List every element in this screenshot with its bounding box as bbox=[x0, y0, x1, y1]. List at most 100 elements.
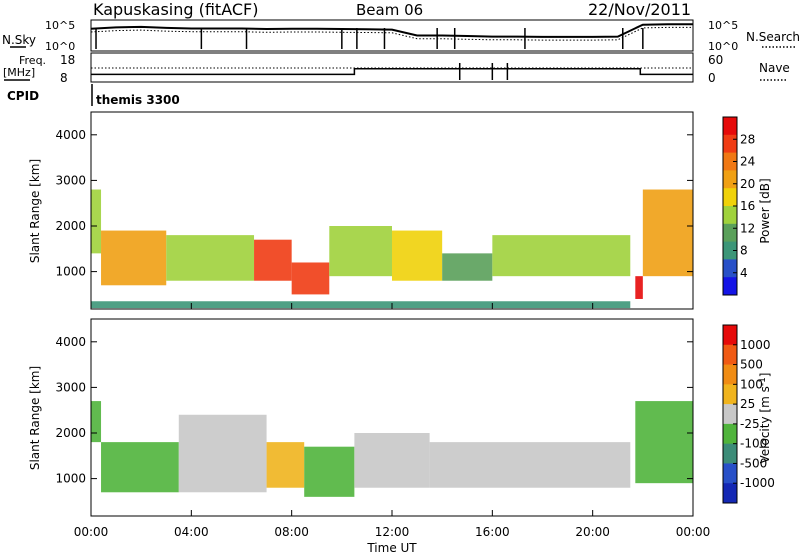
heatmap-region-6 bbox=[392, 230, 443, 281]
sky-left-label: N.Sky bbox=[2, 33, 36, 47]
velocity-cbar-swatch-0 bbox=[723, 325, 737, 346]
heatmap-region-0 bbox=[91, 189, 102, 254]
power-cbar-swatch-3 bbox=[723, 170, 737, 189]
sky-panel-frame bbox=[90, 19, 694, 52]
velocity-colorbar-label: Velocity [m s-1] bbox=[758, 373, 772, 464]
power-panel: 4000 3000 2000 1000 Slant Range [km] 28 24 20… bbox=[28, 111, 772, 310]
time-axis: 00:00 04:00 08:00 12:00 16:00 20:00 00:00 bbox=[74, 303, 711, 539]
sky-right-label: N.Search bbox=[746, 30, 800, 44]
power-y-tick-label-0: 4000 bbox=[55, 128, 86, 142]
freq-panel: Freq. [MHz] 18 8 60 0 Nave bbox=[3, 52, 790, 85]
heatmap-region-6 bbox=[429, 442, 631, 488]
nsky-line bbox=[90, 23, 693, 38]
velocity-colorbar: 1000 500 100 25 -25 -100 -500 -1000 bbox=[722, 324, 775, 504]
freq-left-tick-top: 18 bbox=[60, 53, 75, 67]
power-cbar-swatch-6 bbox=[723, 223, 737, 243]
freq-left-unit: [MHz] bbox=[3, 66, 35, 79]
sky-right-tick-top: 10^5 bbox=[708, 19, 738, 32]
heatmap-region-5 bbox=[354, 433, 430, 488]
velocity-unit-text: Velocity [m s bbox=[758, 386, 772, 463]
power-cbar-swatch-0 bbox=[723, 117, 737, 136]
velocity-cbar-swatch-4 bbox=[723, 404, 737, 425]
time-axis-label: Time UT bbox=[366, 541, 417, 554]
x-tick-label-6: 00:00 bbox=[676, 525, 711, 539]
date-title: 22/Nov/2011 bbox=[588, 0, 691, 19]
power-cbar-label-5: 8 bbox=[740, 244, 748, 258]
velocity-cbar-label-0: 1000 bbox=[740, 338, 771, 352]
heatmap-region-8 bbox=[492, 235, 631, 277]
velocity-y-tick-label-3: 1000 bbox=[55, 472, 86, 486]
velocity-cbar-swatch-5 bbox=[723, 423, 737, 445]
nsearch-line bbox=[90, 26, 693, 41]
velocity-y-tick-label-1: 3000 bbox=[55, 380, 86, 394]
freq-left-tick-bottom: 8 bbox=[60, 71, 68, 85]
heatmap-region-2 bbox=[166, 235, 255, 281]
velocity-ylabel: Slant Range [km] bbox=[28, 366, 42, 470]
sky-left-tick-bottom: 10^0 bbox=[45, 40, 75, 53]
freq-right-tick-bottom: 0 bbox=[708, 71, 716, 85]
velocity-cbar-swatch-2 bbox=[723, 364, 737, 385]
power-cbar-swatch-5 bbox=[723, 206, 737, 225]
freq-right-label: Nave bbox=[759, 61, 790, 75]
x-tick-label-2: 08:00 bbox=[274, 525, 309, 539]
freq-line bbox=[91, 68, 693, 76]
power-colorbar-label: Power [dB] bbox=[758, 178, 772, 243]
power-y-axis: 4000 3000 2000 1000 bbox=[55, 128, 693, 279]
velocity-cbar-label-5: -100 bbox=[740, 437, 767, 451]
power-cbar-swatch-8 bbox=[723, 259, 737, 278]
velocity-cbar-label-2: 100 bbox=[740, 377, 763, 391]
sky-right-tick-bottom: 10^0 bbox=[708, 40, 738, 53]
power-ylabel: Slant Range [km] bbox=[28, 159, 42, 263]
cpid-panel: CPID themis 3300 bbox=[7, 84, 180, 107]
power-cbar-label-1: 24 bbox=[740, 155, 755, 169]
velocity-unit-bracket: ] bbox=[758, 373, 772, 378]
heatmap-region-4 bbox=[304, 446, 355, 497]
velocity-cbar-swatch-7 bbox=[723, 463, 737, 484]
station-title: Kapuskasing (fitACF) bbox=[93, 0, 258, 19]
power-cbar-swatch-7 bbox=[723, 241, 737, 260]
velocity-cbar-swatch-3 bbox=[723, 384, 737, 405]
velocity-cbar-swatch-8 bbox=[723, 483, 737, 504]
sky-panel: N.Sky 10^5 10^0 10^5 10^0 N.Search bbox=[2, 19, 800, 53]
freq-series bbox=[91, 63, 693, 80]
velocity-cbar-label-1: 500 bbox=[740, 358, 763, 372]
x-tick-label-1: 04:00 bbox=[174, 525, 209, 539]
power-y-tick-label-3: 1000 bbox=[55, 265, 86, 279]
heatmap-region-3 bbox=[266, 442, 305, 488]
heatmap-region-1 bbox=[101, 442, 179, 493]
velocity-y-axis: 4000 3000 2000 1000 bbox=[55, 335, 693, 486]
beam-title: Beam 06 bbox=[356, 1, 423, 19]
power-cbar-swatch-1 bbox=[723, 134, 737, 154]
freq-left-label: Freq. bbox=[19, 54, 46, 67]
heatmap-region-3 bbox=[254, 239, 292, 281]
x-tick-label-0: 00:00 bbox=[74, 525, 109, 539]
sky-left-tick-top: 10^5 bbox=[45, 19, 75, 32]
x-tick-label-4: 16:00 bbox=[475, 525, 510, 539]
x-tick-label-3: 12:00 bbox=[375, 525, 410, 539]
power-cbar-swatch-9 bbox=[723, 277, 737, 296]
velocity-cbar-swatch-1 bbox=[723, 344, 737, 366]
heatmap-region-9 bbox=[635, 276, 643, 299]
heatmap-region-0 bbox=[91, 401, 102, 443]
x-tick-label-5: 20:00 bbox=[575, 525, 610, 539]
velocity-unit-exponent: -1 bbox=[758, 377, 768, 386]
sky-series bbox=[90, 23, 693, 49]
heatmap-region-1 bbox=[101, 230, 167, 286]
heatmap-region-11 bbox=[91, 301, 631, 309]
heatmap-region-7 bbox=[442, 253, 493, 281]
velocity-cbar-label-6: -500 bbox=[740, 456, 767, 470]
velocity-cbar-label-7: -1000 bbox=[740, 476, 775, 490]
velocity-cbar-label-3: 25 bbox=[740, 397, 755, 411]
cpid-label: CPID bbox=[7, 89, 39, 103]
velocity-cbar-swatch-6 bbox=[723, 443, 737, 464]
velocity-y-tick-label-0: 4000 bbox=[55, 335, 86, 349]
heatmap-region-10 bbox=[642, 189, 693, 277]
power-cbar-label-3: 16 bbox=[740, 199, 755, 213]
power-cbar-swatch-4 bbox=[723, 188, 737, 207]
cpid-mode: themis 3300 bbox=[96, 93, 180, 107]
power-cbar-label-0: 28 bbox=[740, 132, 755, 146]
freq-right-tick-top: 60 bbox=[708, 53, 723, 67]
heatmap-region-2 bbox=[178, 414, 267, 493]
velocity-panel: 4000 3000 2000 1000 Slant Range [km] 1000 50… bbox=[28, 318, 775, 517]
